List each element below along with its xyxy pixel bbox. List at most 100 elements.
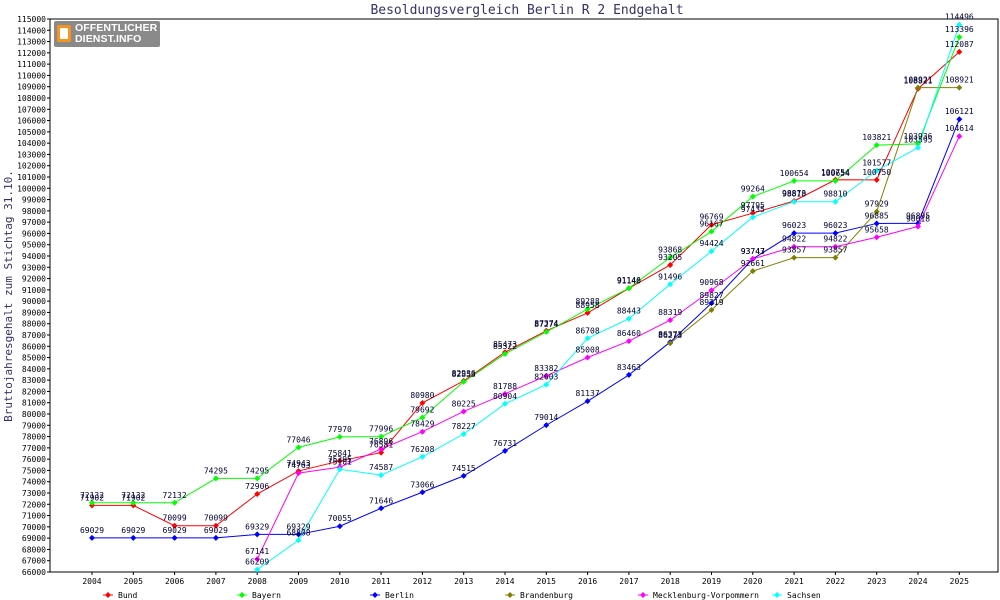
data-label-bund: 75841 <box>328 449 352 458</box>
data-label-bayern: 89288 <box>576 297 600 306</box>
data-point-bayern <box>212 475 219 482</box>
data-label-berlin: 83463 <box>617 363 641 372</box>
data-label-sachsen: 103595 <box>904 136 933 145</box>
data-label-bund: 74943 <box>286 459 310 468</box>
data-label-bayern: 85322 <box>493 342 517 351</box>
site-logo: OFFENTLICHER DIENST.INFO <box>54 21 160 47</box>
data-label-mecklenburg-vorpommern: 104614 <box>945 124 974 133</box>
data-label-bayern: 72132 <box>163 491 187 500</box>
y-tick-label: 78000 <box>22 433 46 442</box>
logo-line-2: DIENST.INFO <box>75 33 142 45</box>
data-point-bund <box>171 522 178 529</box>
data-label-mecklenburg-vorpommern: 76896 <box>369 437 393 446</box>
data-label-sachsen: 91496 <box>658 272 682 281</box>
data-label-bund: 71902 <box>80 493 104 502</box>
data-label-bund: 98873 <box>782 189 806 198</box>
data-point-bayern <box>378 433 385 440</box>
data-point-berlin <box>584 398 591 405</box>
data-point-bayern <box>254 475 261 482</box>
data-label-bund: 70099 <box>163 514 187 523</box>
data-point-bund <box>873 176 880 183</box>
y-tick-label: 79000 <box>22 421 46 430</box>
x-tick-label: 2018 <box>661 577 680 586</box>
y-tick-label: 88000 <box>22 320 46 329</box>
data-point-sachsen <box>625 315 632 322</box>
y-tick-label: 89000 <box>22 308 46 317</box>
series-line-berlin <box>92 119 960 539</box>
data-point-berlin <box>254 531 261 538</box>
legend-marker-brandenburg <box>507 592 513 598</box>
data-point-berlin <box>336 523 343 530</box>
data-label-brandenburg: 92661 <box>741 259 765 268</box>
y-tick-label: 77000 <box>22 444 46 453</box>
x-tick-label: 2015 <box>537 577 556 586</box>
data-label-sachsen: 97435 <box>741 205 765 214</box>
data-point-bayern <box>295 444 302 451</box>
y-tick-label: 90000 <box>22 297 46 306</box>
data-point-sachsen <box>873 167 880 174</box>
y-tick-label: 83000 <box>22 376 46 385</box>
data-label-bund: 71902 <box>121 493 145 502</box>
y-tick-label: 109000 <box>17 83 46 92</box>
data-point-bayern <box>419 414 426 421</box>
data-label-mecklenburg-vorpommern: 88319 <box>658 308 682 317</box>
data-label-mecklenburg-vorpommern: 67141 <box>245 547 269 556</box>
data-label-mecklenburg-vorpommern: 80225 <box>452 399 476 408</box>
y-tick-label: 68000 <box>22 545 46 554</box>
data-point-bund <box>254 491 261 498</box>
data-point-berlin <box>543 422 550 429</box>
data-label-berlin: 96023 <box>823 221 847 230</box>
data-label-bund: 100754 <box>821 168 850 177</box>
data-point-brandenburg <box>915 84 921 91</box>
data-label-bayern: 100654 <box>780 169 809 178</box>
data-label-bund: 70099 <box>204 514 228 523</box>
y-tick-label: 86000 <box>22 342 46 351</box>
data-label-sachsen: 86708 <box>576 326 600 335</box>
data-point-bund <box>749 210 756 217</box>
legend-label-mecklenburg-vorpommern: Mecklenburg-Vorpommern <box>653 591 759 600</box>
data-label-berlin: 89827 <box>699 291 723 300</box>
x-tick-label: 2017 <box>619 577 638 586</box>
x-tick-label: 2016 <box>578 577 597 586</box>
x-tick-label: 2009 <box>289 577 308 586</box>
data-label-berlin: 96895 <box>906 211 930 220</box>
data-point-bayern <box>460 378 467 385</box>
data-point-bund <box>708 221 715 228</box>
data-point-bund <box>667 261 674 268</box>
data-label-sachsen: 68808 <box>286 528 310 537</box>
series-line-brandenburg <box>669 87 960 344</box>
series-line-sachsen <box>256 24 960 571</box>
y-tick-label: 97000 <box>22 218 46 227</box>
data-point-mecklenburg-vorpommern <box>667 317 674 324</box>
data-point-sachsen <box>708 248 715 255</box>
data-point-bayern <box>502 350 508 357</box>
data-point-mecklenburg-vorpommern <box>460 408 467 415</box>
data-point-bayern <box>543 328 550 335</box>
data-point-sachsen <box>749 214 756 221</box>
data-label-bayern: 77970 <box>328 425 352 434</box>
y-tick-label: 100000 <box>17 184 46 193</box>
data-point-bayern <box>130 499 137 506</box>
data-label-sachsen: 74587 <box>369 463 393 472</box>
data-point-bayern <box>749 193 756 200</box>
data-label-brandenburg: 93857 <box>782 246 806 255</box>
data-label-bund: 82936 <box>452 369 476 378</box>
x-tick-label: 2025 <box>950 577 969 586</box>
data-label-bund: 91140 <box>617 276 641 285</box>
data-label-bund: 87374 <box>534 319 558 328</box>
x-tick-label: 2024 <box>908 577 927 586</box>
data-point-bund <box>956 48 963 55</box>
data-point-sachsen <box>543 381 550 388</box>
y-tick-label: 103000 <box>17 150 46 159</box>
data-label-sachsen: 114496 <box>945 13 974 22</box>
data-point-mecklenburg-vorpommern <box>873 234 880 241</box>
x-tick-label: 2012 <box>413 577 432 586</box>
data-point-sachsen <box>336 466 343 473</box>
y-tick-label: 112000 <box>17 49 46 58</box>
y-tick-label: 94000 <box>22 252 46 261</box>
data-point-bayern <box>336 433 343 440</box>
data-label-mecklenburg-vorpommern: 75295 <box>328 455 352 464</box>
data-point-sachsen <box>460 431 467 438</box>
x-tick-label: 2013 <box>454 577 473 586</box>
data-point-bayern <box>832 177 839 184</box>
